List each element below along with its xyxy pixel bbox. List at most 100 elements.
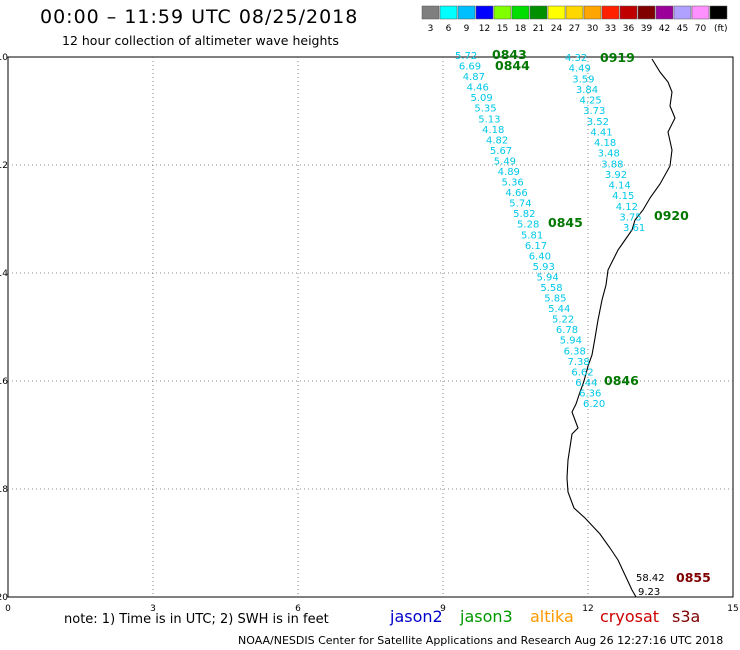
y-tick-label: -14 — [0, 269, 8, 279]
swh-value: 4.18 — [482, 125, 504, 136]
swh-value: 5.44 — [548, 304, 570, 315]
legend-label: 24 — [551, 24, 563, 34]
swh-value: 3.73 — [583, 106, 605, 117]
swh-value: 4.32 — [565, 53, 587, 64]
wave-height-legend: 3 6 9 12 15 18 21 24 27 30 33 36 39 42 45 70 — [421, 5, 728, 34]
y-tick-label: -10 — [0, 53, 8, 63]
y-tick-label: -18 — [0, 485, 8, 495]
swh-value: 4.82 — [486, 135, 508, 146]
map-frame — [7, 56, 734, 598]
legend-swatch — [439, 5, 458, 20]
satellite-altika: altika — [530, 607, 574, 626]
swh-value: 4.49 — [569, 64, 591, 75]
legend-label: 33 — [605, 24, 616, 34]
swh-value: 5.72 — [455, 51, 477, 62]
x-tick-label: 6 — [295, 604, 301, 614]
legend-swatch — [475, 5, 494, 20]
legend-label: 36 — [623, 24, 635, 34]
swh-value: 5.81 — [521, 230, 543, 241]
legend-swatch — [601, 5, 620, 20]
swh-value: 5.22 — [552, 315, 574, 326]
swh-value: 6.20 — [583, 399, 605, 410]
swh-value: 4.46 — [467, 83, 489, 94]
swh-value: 6.44 — [575, 378, 597, 389]
swh-value: 5.74 — [509, 199, 531, 210]
swh-value: 4.66 — [505, 188, 527, 199]
swh-value: 6.36 — [579, 388, 601, 399]
legend-swatch — [637, 5, 656, 20]
legend-swatch — [457, 5, 476, 20]
swh-value: 5.09 — [471, 93, 493, 104]
satellite-cryosat: cryosat — [600, 607, 660, 626]
legend-label: 42 — [659, 24, 670, 34]
swh-value: 5.58 — [540, 283, 562, 294]
coastline — [566, 58, 676, 598]
swh-track-east: 4.324.493.593.844.253.733.524.414.183.48… — [565, 53, 645, 234]
swh-value: 5.93 — [533, 262, 555, 273]
swh-value: 58.42 — [636, 573, 665, 584]
swh-value: 5.82 — [513, 209, 535, 220]
legend-unit: (ft) — [714, 24, 728, 34]
legend-label: 15 — [497, 24, 508, 34]
x-tick-label: 12 — [582, 604, 593, 614]
footer-credit: NOAA/NESDIS Center for Satellite Applica… — [238, 634, 724, 647]
swh-value: 3.92 — [605, 170, 627, 181]
legend-label: 6 — [446, 24, 452, 34]
legend-label: 30 — [587, 24, 599, 34]
pass-label-0919: 0919 — [600, 50, 635, 65]
legend-swatch — [565, 5, 584, 20]
legend-swatch — [547, 5, 566, 20]
pass-label-0920: 0920 — [654, 208, 689, 223]
swh-value: 5.35 — [474, 104, 496, 115]
legend-swatch — [619, 5, 638, 20]
swh-value: 4.14 — [609, 181, 631, 192]
legend-swatch — [511, 5, 530, 20]
legend-swatch — [421, 5, 440, 20]
x-tick-label: 9 — [440, 604, 446, 614]
legend-label: 70 — [695, 24, 707, 34]
swh-value: 5.94 — [536, 272, 558, 283]
legend-swatch — [709, 5, 728, 20]
legend-label: 18 — [515, 24, 527, 34]
swh-value: 4.12 — [616, 202, 638, 213]
legend-swatch — [655, 5, 674, 20]
swh-value: 3.75 — [619, 212, 641, 223]
legend-label: 12 — [479, 24, 490, 34]
y-tick-label: -12 — [0, 161, 8, 171]
x-tick-label: 0 — [5, 604, 11, 614]
pass-label-0844: 0844 — [495, 58, 530, 73]
legend-label: 9 — [464, 24, 470, 34]
legend-label: 21 — [533, 24, 544, 34]
swh-value: 4.15 — [612, 191, 634, 202]
legend-label: 27 — [569, 24, 580, 34]
legend-swatch — [691, 5, 710, 20]
swh-value: 5.36 — [502, 178, 524, 189]
pass-label-0843: 0843 — [492, 47, 527, 62]
legend-swatch — [493, 5, 512, 20]
swh-value: 4.89 — [498, 167, 520, 178]
map-grid — [8, 57, 733, 597]
swh-value: 5.85 — [544, 294, 566, 305]
legend-label: 3 — [428, 24, 434, 34]
satellite-jason3: jason3 — [460, 607, 513, 626]
swh-value: 6.40 — [529, 251, 551, 262]
swh-value: 4.41 — [590, 127, 612, 138]
swh-value: 4.25 — [580, 96, 602, 107]
legend-swatch — [529, 5, 548, 20]
swh-value: 6.17 — [525, 241, 547, 252]
swh-value: 6.69 — [459, 62, 481, 73]
swh-value: 5.94 — [560, 336, 582, 347]
swh-value: 4.18 — [594, 138, 616, 149]
pass-label-0846: 0846 — [604, 373, 639, 388]
swh-value: 5.67 — [490, 146, 512, 157]
map-subtitle: 12 hour collection of altimeter wave hei… — [62, 33, 339, 48]
swh-value: 5.49 — [494, 156, 516, 167]
swh-value: 3.84 — [576, 85, 598, 96]
satellite-jason2: jason2 — [390, 607, 443, 626]
swh-value: 6.62 — [571, 367, 593, 378]
swh-value: 5.13 — [478, 114, 500, 125]
legend-label: 39 — [641, 24, 653, 34]
footer-note: note: 1) Time is in UTC; 2) SWH is in fe… — [64, 612, 329, 627]
swh-value: 3.48 — [598, 149, 620, 160]
